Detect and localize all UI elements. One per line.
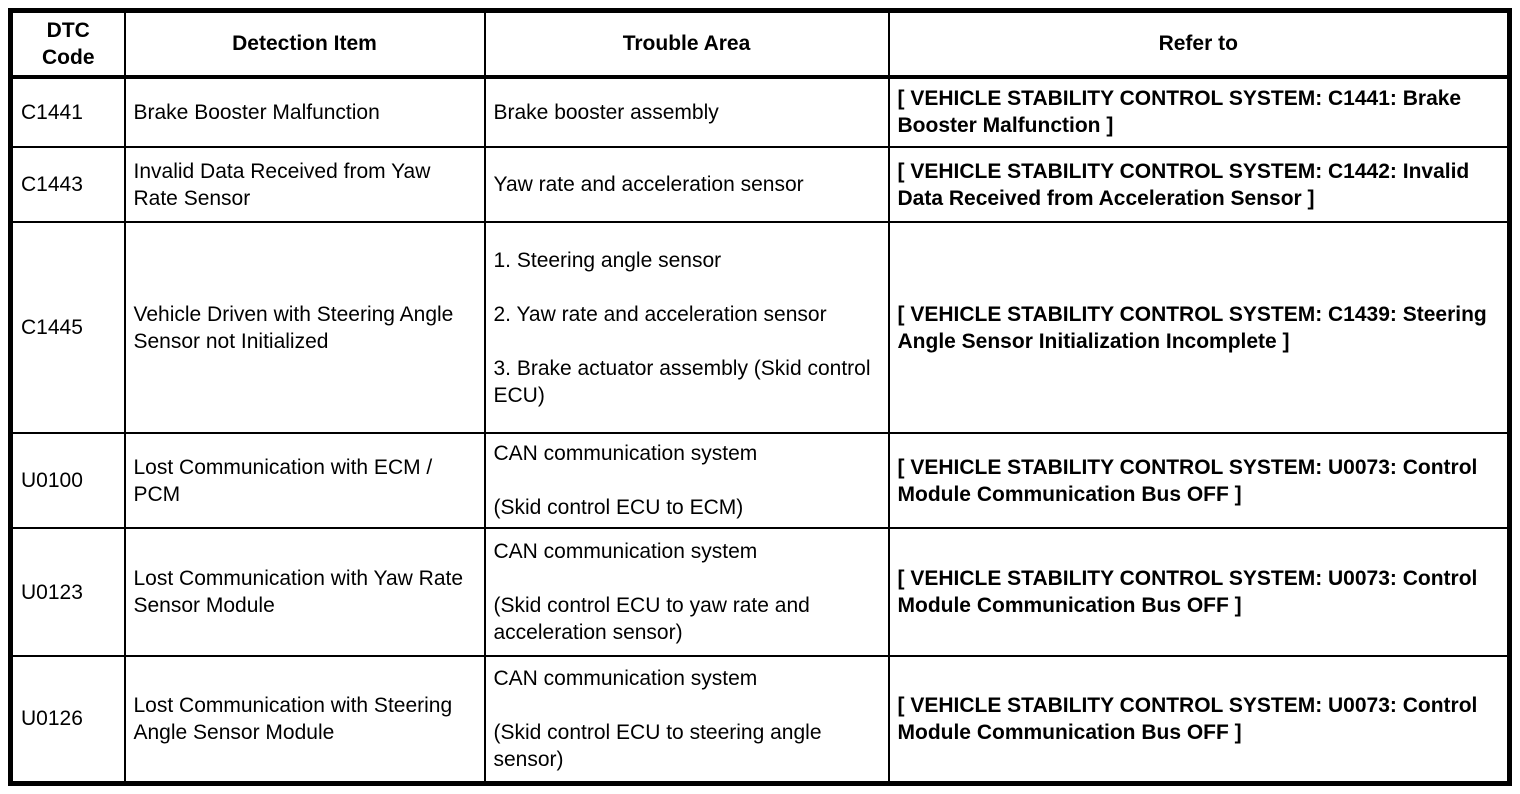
table-row: U0100 Lost Communication with ECM / PCM …	[9, 432, 1511, 530]
refer-to-cell: [ VEHICLE STABILITY CONTROL SYSTEM: U007…	[887, 432, 1511, 530]
detection-item-cell: Brake Booster Malfunction	[123, 75, 486, 149]
dtc-code-cell: C1443	[9, 146, 126, 224]
trouble-area-line: 3. Brake actuator assembly (Skid control…	[493, 356, 871, 407]
table-row: U0123 Lost Communication with Yaw Rate S…	[9, 527, 1511, 657]
trouble-area-cell: CAN communication system (Skid control E…	[483, 527, 890, 657]
detection-item-cell: Lost Communication with Yaw Rate Sensor …	[123, 527, 486, 657]
trouble-area-cell: CAN communication system (Skid control E…	[483, 432, 890, 530]
table-row: C1445 Vehicle Driven with Steering Angle…	[9, 221, 1511, 435]
detection-item-cell: Invalid Data Received from Yaw Rate Sens…	[123, 146, 486, 224]
refer-to-cell: [ VEHICLE STABILITY CONTROL SYSTEM: U007…	[887, 527, 1511, 657]
column-header-detection-item: Detection Item	[123, 9, 486, 79]
trouble-area-line: (Skid control ECU to steering angle sens…	[493, 720, 822, 771]
trouble-area-line: (Skid control ECU to ECM)	[493, 496, 744, 520]
trouble-area-line: CAN communication system	[493, 540, 758, 564]
trouble-area-line: 2. Yaw rate and acceleration sensor	[493, 302, 827, 326]
dtc-code-cell: C1441	[9, 75, 126, 149]
column-header-trouble-area: Trouble Area	[483, 9, 890, 79]
dtc-code-cell: U0126	[9, 654, 126, 785]
table-row: U0126 Lost Communication with Steering A…	[9, 654, 1511, 785]
table-row: C1441 Brake Booster Malfunction Brake bo…	[9, 75, 1511, 149]
trouble-area-line: CAN communication system	[493, 442, 758, 466]
detection-item-cell: Lost Communication with Steering Angle S…	[123, 654, 486, 785]
trouble-area-line: (Skid control ECU to yaw rate and accele…	[493, 594, 810, 645]
dtc-code-cell: U0100	[9, 432, 126, 530]
trouble-area-line: Yaw rate and acceleration sensor	[493, 173, 804, 197]
refer-to-cell: [ VEHICLE STABILITY CONTROL SYSTEM: C143…	[887, 221, 1511, 435]
trouble-area-cell: Yaw rate and acceleration sensor	[483, 146, 890, 224]
trouble-area-line: 1. Steering angle sensor	[493, 248, 722, 272]
trouble-area-cell: Brake booster assembly	[483, 75, 890, 149]
refer-to-cell: [ VEHICLE STABILITY CONTROL SYSTEM: U007…	[887, 654, 1511, 785]
dtc-code-cell: C1445	[9, 221, 126, 435]
trouble-area-line: Brake booster assembly	[493, 100, 719, 124]
detection-item-cell: Vehicle Driven with Steering Angle Senso…	[123, 221, 486, 435]
trouble-area-cell: CAN communication system (Skid control E…	[483, 654, 890, 785]
trouble-area-cell: 1. Steering angle sensor 2. Yaw rate and…	[483, 221, 890, 435]
dtc-table: DTC Code Detection Item Trouble Area Ref…	[8, 8, 1512, 786]
refer-to-cell: [ VEHICLE STABILITY CONTROL SYSTEM: C144…	[887, 75, 1511, 149]
column-header-refer-to: Refer to	[887, 9, 1511, 79]
table-row: C1443 Invalid Data Received from Yaw Rat…	[9, 146, 1511, 224]
detection-item-cell: Lost Communication with ECM / PCM	[123, 432, 486, 530]
refer-to-cell: [ VEHICLE STABILITY CONTROL SYSTEM: C144…	[887, 146, 1511, 224]
column-header-dtc-code: DTC Code	[9, 9, 126, 79]
dtc-code-cell: U0123	[9, 527, 126, 657]
trouble-area-line: CAN communication system	[493, 666, 758, 690]
table-header-row: DTC Code Detection Item Trouble Area Ref…	[9, 9, 1511, 79]
